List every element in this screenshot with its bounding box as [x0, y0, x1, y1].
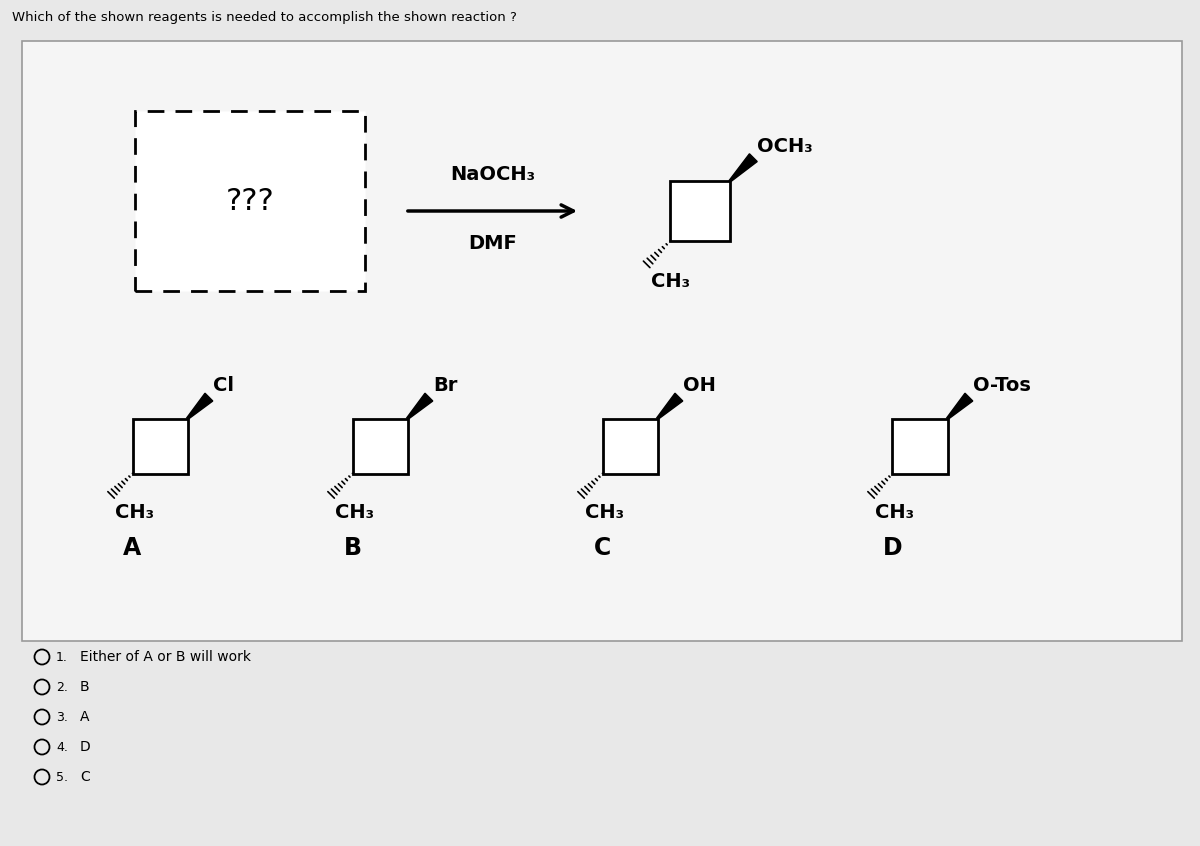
- Text: OH: OH: [683, 376, 715, 395]
- Bar: [134, 111, 365, 291]
- Bar: [353, 419, 408, 474]
- Text: ???: ???: [226, 186, 275, 216]
- Polygon shape: [656, 393, 683, 420]
- Text: D: D: [883, 536, 902, 559]
- Text: C: C: [594, 536, 611, 559]
- Text: B: B: [80, 680, 90, 694]
- Text: 1.: 1.: [56, 651, 68, 663]
- Polygon shape: [947, 393, 973, 420]
- Text: A: A: [80, 710, 90, 724]
- Text: CH₃: CH₃: [650, 272, 690, 291]
- Polygon shape: [187, 393, 212, 420]
- Text: Either of A or B will work: Either of A or B will work: [80, 650, 251, 664]
- Text: O-Tos: O-Tos: [973, 376, 1031, 395]
- Text: Br: Br: [433, 376, 457, 395]
- Text: A: A: [124, 536, 142, 559]
- Text: NaOCH₃: NaOCH₃: [450, 165, 535, 184]
- Text: 4.: 4.: [56, 740, 68, 754]
- Text: Cl: Cl: [212, 376, 234, 395]
- Text: Which of the shown reagents is needed to accomplish the shown reaction ?: Which of the shown reagents is needed to…: [12, 11, 517, 24]
- Text: CH₃: CH₃: [875, 503, 914, 522]
- Bar: [670, 181, 730, 241]
- Text: 5.: 5.: [56, 771, 68, 783]
- Text: 2.: 2.: [56, 680, 68, 694]
- Text: C: C: [80, 770, 90, 784]
- Bar: [602, 419, 658, 474]
- Text: D: D: [80, 740, 91, 754]
- Text: 3.: 3.: [56, 711, 68, 723]
- Polygon shape: [730, 154, 757, 182]
- Text: CH₃: CH₃: [586, 503, 624, 522]
- Bar: [893, 419, 948, 474]
- Text: CH₃: CH₃: [335, 503, 374, 522]
- Text: B: B: [343, 536, 361, 559]
- Bar: [132, 419, 187, 474]
- Text: OCH₃: OCH₃: [757, 137, 812, 156]
- FancyBboxPatch shape: [22, 41, 1182, 641]
- Polygon shape: [407, 393, 433, 420]
- Text: DMF: DMF: [468, 234, 517, 253]
- Text: CH₃: CH₃: [115, 503, 154, 522]
